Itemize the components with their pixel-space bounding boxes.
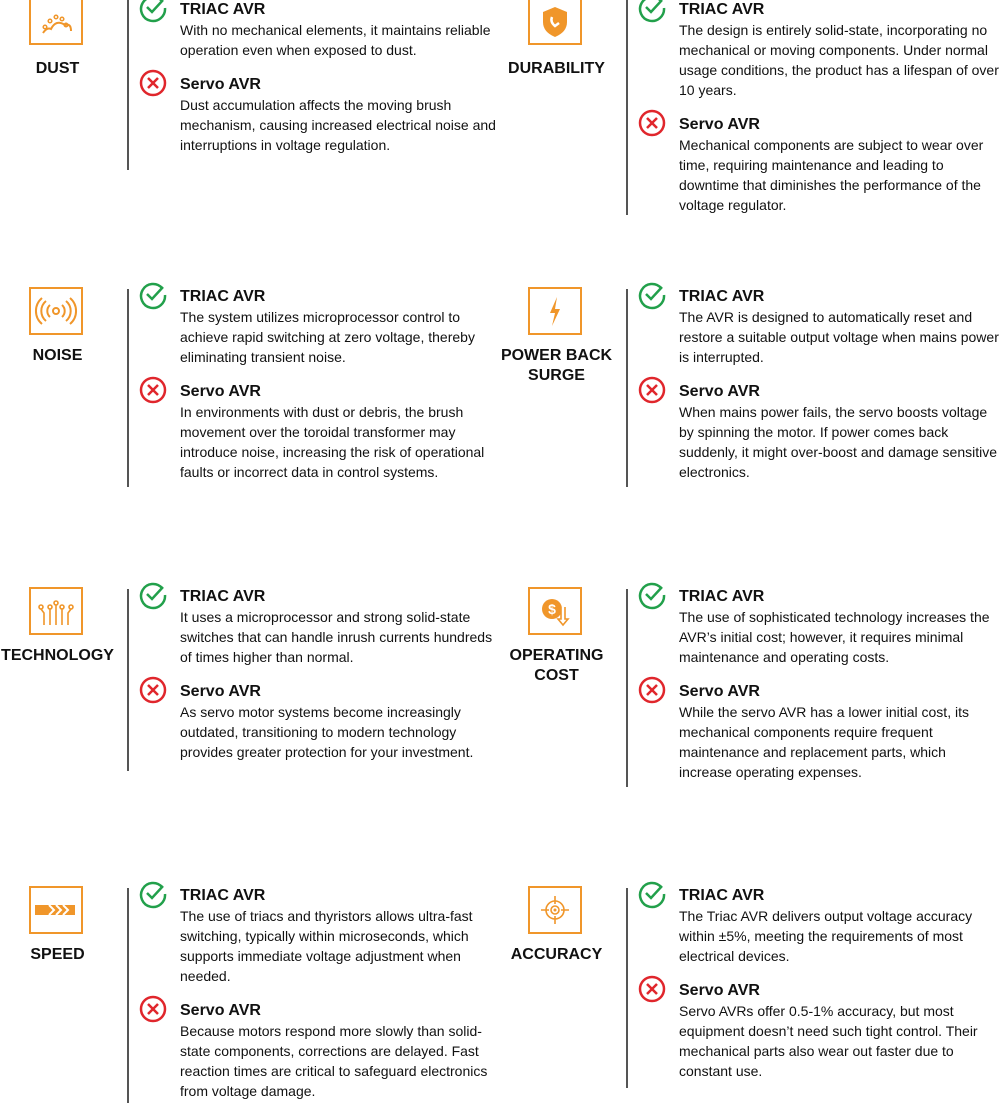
servo-text: Mechanical components are subject to wea…	[679, 137, 984, 213]
servo-item: Servo AVR While the servo AVR has a lowe…	[627, 676, 999, 782]
servo-item: Servo AVR As servo motor systems become …	[128, 676, 500, 762]
comparison: TRIAC AVR The Triac AVR delivers output …	[627, 881, 999, 1081]
lightning-icon	[528, 287, 582, 335]
comparison: TRIAC AVR The use of sophisticated techn…	[627, 582, 999, 782]
divider	[626, 589, 628, 787]
check-icon	[139, 0, 167, 23]
triac-item: TRIAC AVR The use of sophisticated techn…	[627, 582, 999, 667]
triac-text: The Triac AVR delivers output voltage ac…	[679, 908, 973, 964]
check-icon	[139, 282, 167, 310]
servo-heading: Servo AVR	[180, 683, 261, 700]
feature-label: NOISE	[32, 347, 83, 364]
servo-text: When mains power fails, the servo boosts…	[679, 404, 998, 480]
servo-heading: Servo AVR	[679, 116, 760, 133]
triac-heading: TRIAC AVR	[679, 288, 765, 305]
triac-text: The AVR is designed to automatically res…	[679, 309, 999, 365]
x-icon	[638, 376, 666, 404]
triac-item: TRIAC AVR The design is entirely solid-s…	[627, 0, 999, 100]
feature-label: DURABILITY	[508, 60, 605, 77]
servo-heading: Servo AVR	[180, 76, 261, 93]
servo-text: In environments with dust or debris, the…	[180, 404, 485, 480]
triac-text: The design is entirely solid-state, inco…	[679, 22, 999, 98]
check-icon	[139, 582, 167, 610]
signal-waves-icon	[29, 287, 83, 335]
triac-item: TRIAC AVR The Triac AVR delivers output …	[627, 881, 999, 966]
triac-heading: TRIAC AVR	[679, 887, 765, 904]
triac-item: TRIAC AVR With no mechanical elements, i…	[128, 0, 500, 60]
x-icon	[638, 975, 666, 1003]
fast-forward-icon	[29, 886, 83, 934]
x-icon	[638, 109, 666, 137]
triac-item: TRIAC AVR The system utilizes microproce…	[128, 282, 500, 367]
triac-text: The use of triacs and thyristors allows …	[180, 908, 473, 984]
servo-heading: Servo AVR	[679, 383, 760, 400]
servo-text: Servo AVRs offer 0.5-1% accuracy, but mo…	[679, 1003, 978, 1079]
x-icon	[139, 995, 167, 1023]
triac-text: With no mechanical elements, it maintain…	[180, 22, 491, 58]
servo-item: Servo AVR Dust accumulation affects the …	[128, 69, 500, 155]
servo-text: Dust accumulation affects the moving bru…	[180, 97, 496, 153]
check-icon	[638, 582, 666, 610]
x-icon	[638, 676, 666, 704]
triac-item: TRIAC AVR The AVR is designed to automat…	[627, 282, 999, 367]
divider	[626, 0, 628, 215]
servo-item: Servo AVR When mains power fails, the se…	[627, 376, 999, 482]
shield-icon	[528, 0, 582, 45]
divider	[127, 289, 129, 487]
comparison: TRIAC AVR With no mechanical elements, i…	[128, 0, 500, 155]
comparison: TRIAC AVR The use of triacs and thyristo…	[128, 881, 500, 1101]
circuit-icon	[29, 587, 83, 635]
feature-label: OPERATING COST	[509, 647, 604, 684]
triac-heading: TRIAC AVR	[180, 588, 266, 605]
comparison: TRIAC AVR The system utilizes microproce…	[128, 282, 500, 482]
servo-item: Servo AVR Because motors respond more sl…	[128, 995, 500, 1101]
servo-text: While the servo AVR has a lower initial …	[679, 704, 969, 780]
triac-text: The use of sophisticated technology incr…	[679, 609, 990, 665]
divider	[626, 888, 628, 1088]
dust-icon	[29, 0, 83, 45]
dollar-down-icon: $	[528, 587, 582, 635]
check-icon	[638, 0, 666, 23]
feature-label: DUST	[35, 60, 80, 77]
servo-heading: Servo AVR	[679, 683, 760, 700]
feature-label: POWER BACK SURGE	[500, 347, 613, 384]
triac-item: TRIAC AVR It uses a microprocessor and s…	[128, 582, 500, 667]
servo-item: Servo AVR Servo AVRs offer 0.5-1% accura…	[627, 975, 999, 1081]
target-icon	[528, 886, 582, 934]
servo-item: Servo AVR Mechanical components are subj…	[627, 109, 999, 215]
x-icon	[139, 376, 167, 404]
feature-label: TECHNOLOGY	[1, 647, 114, 664]
triac-heading: TRIAC AVR	[679, 588, 765, 605]
x-icon	[139, 676, 167, 704]
divider	[127, 589, 129, 771]
feature-label: ACCURACY	[510, 946, 603, 963]
triac-item: TRIAC AVR The use of triacs and thyristo…	[128, 881, 500, 986]
servo-heading: Servo AVR	[180, 383, 261, 400]
servo-heading: Servo AVR	[180, 1002, 261, 1019]
triac-heading: TRIAC AVR	[180, 1, 266, 18]
divider	[127, 888, 129, 1103]
servo-text: Because motors respond more slowly than …	[180, 1023, 488, 1099]
divider	[626, 289, 628, 487]
feature-label: SPEED	[30, 946, 85, 963]
check-icon	[638, 881, 666, 909]
triac-heading: TRIAC AVR	[180, 288, 266, 305]
servo-text: As servo motor systems become increasing…	[180, 704, 474, 760]
x-icon	[139, 69, 167, 97]
comparison: TRIAC AVR The AVR is designed to automat…	[627, 282, 999, 482]
comparison: TRIAC AVR It uses a microprocessor and s…	[128, 582, 500, 762]
triac-text: It uses a microprocessor and strong soli…	[180, 609, 493, 665]
triac-text: The system utilizes microprocessor contr…	[180, 309, 475, 365]
triac-heading: TRIAC AVR	[679, 1, 765, 18]
divider	[127, 0, 129, 170]
comparison: TRIAC AVR The design is entirely solid-s…	[627, 0, 999, 215]
servo-item: Servo AVR In environments with dust or d…	[128, 376, 500, 482]
check-icon	[638, 282, 666, 310]
svg-text:$: $	[548, 601, 556, 617]
check-icon	[139, 881, 167, 909]
triac-heading: TRIAC AVR	[180, 887, 266, 904]
servo-heading: Servo AVR	[679, 982, 760, 999]
